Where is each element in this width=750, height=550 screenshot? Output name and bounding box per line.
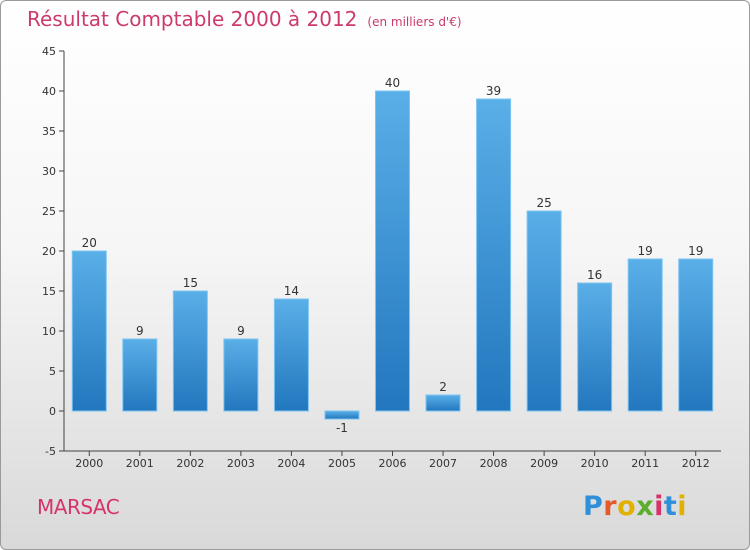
bar-2006 [375,90,410,412]
x-tick-label-2001: 2001 [126,457,154,470]
chart-title-main: Résultat Comptable 2000 à 2012 [27,7,358,31]
x-tick-label-2008: 2008 [480,457,508,470]
logo-letter: r [603,491,618,522]
value-label-2006: 40 [385,76,400,90]
bar-2009 [526,210,562,412]
y-tick-label: 15 [42,285,56,298]
value-label-2002: 15 [183,276,198,290]
x-tick-label-2011: 2011 [631,457,659,470]
x-tick-label-2006: 2006 [379,457,407,470]
value-label-2000: 20 [82,236,97,250]
x-tick-label-2003: 2003 [227,457,255,470]
value-label-2010: 16 [587,268,602,282]
x-tick-label-2007: 2007 [429,457,457,470]
value-label-2007: 2 [439,380,447,394]
city-name: MARSAC [37,495,120,519]
value-label-2008: 39 [486,84,501,98]
y-tick-label: 40 [42,85,56,98]
bar-2004 [273,298,309,412]
x-tick-label-2009: 2009 [530,457,558,470]
y-tick-label: -5 [45,445,56,458]
logo-letter: o [617,491,637,522]
value-label-2009: 25 [536,196,551,210]
x-axis-ticks: 2000 2001 2002 2003 2004 2005 2006 2007 2008 2009… [75,451,710,470]
logo-letter: P [583,491,604,522]
value-labels-group: 20 9 15 9 14 -1 40 2 39 25 16 19 19 [82,76,704,435]
x-tick-label-2002: 2002 [176,457,204,470]
logo-letter: x [636,491,655,522]
x-tick-label-2010: 2010 [581,457,609,470]
y-tick-label: 30 [42,165,56,178]
value-label-2003: 9 [237,324,245,338]
chart-title-unit: (en milliers d'€) [367,15,462,29]
bars-group [71,90,714,420]
bar-2007 [425,394,461,412]
y-tick-label: 5 [49,365,56,378]
chart-title: Résultat Comptable 2000 à 2012 (en millie… [27,7,462,31]
logo-letter: i [654,491,664,522]
logo-letter: t [663,491,678,522]
bar-2011 [627,258,663,412]
bar-2005 [324,410,360,420]
logo-letter: i [677,491,688,522]
bar-2001 [122,338,158,412]
y-tick-label: 20 [42,245,56,258]
bar-2008 [476,98,512,412]
value-label-2012: 19 [688,244,703,258]
value-label-2005: -1 [336,421,348,435]
x-tick-label-2005: 2005 [328,457,356,470]
y-tick-label: 45 [42,45,56,58]
y-axis-ticks: -5 0 5 10 15 20 25 30 35 40 45 [42,45,64,458]
bar-2010 [577,282,613,412]
value-label-2001: 9 [136,324,144,338]
x-tick-label-2000: 2000 [75,457,103,470]
value-label-2004: 14 [284,284,299,298]
bar-2003 [223,338,259,412]
bar-2000 [71,250,107,412]
proxiti-logo: Proxiti [583,491,687,522]
y-tick-label: 35 [42,125,56,138]
x-tick-label-2004: 2004 [277,457,305,470]
y-tick-label: 0 [49,405,56,418]
y-tick-label: 10 [42,325,56,338]
y-tick-label: 25 [42,205,56,218]
value-label-2011: 19 [638,244,653,258]
x-tick-label-2012: 2012 [682,457,710,470]
bar-2002 [172,290,208,412]
bar-2012 [678,258,714,412]
